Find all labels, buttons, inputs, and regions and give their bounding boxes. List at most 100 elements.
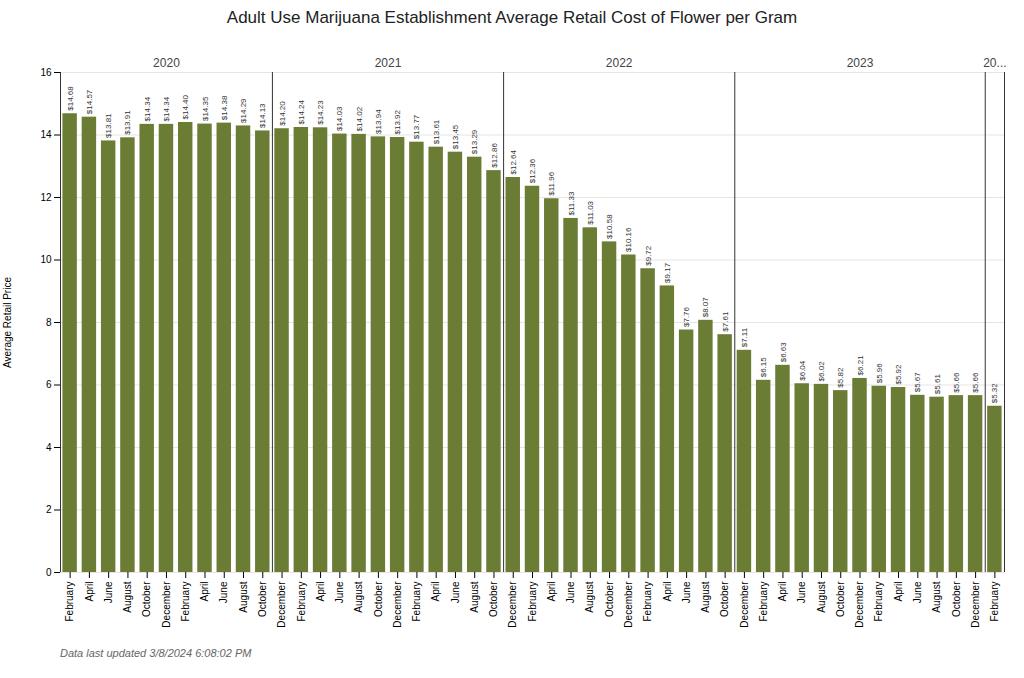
svg-text:February: February xyxy=(873,582,884,622)
svg-text:10: 10 xyxy=(40,254,52,265)
svg-text:$14.57: $14.57 xyxy=(85,89,94,114)
svg-text:December: December xyxy=(854,581,865,628)
svg-text:February: February xyxy=(642,582,653,622)
svg-text:$5.66: $5.66 xyxy=(971,372,980,393)
svg-text:$9.17: $9.17 xyxy=(663,262,672,283)
svg-text:$14.68: $14.68 xyxy=(66,86,75,111)
svg-text:February: February xyxy=(527,582,538,622)
svg-text:August: August xyxy=(700,581,711,612)
svg-text:February: February xyxy=(180,582,191,622)
svg-text:20...: 20... xyxy=(983,56,1006,70)
svg-text:$13.94: $13.94 xyxy=(374,109,383,134)
svg-text:$13.45: $13.45 xyxy=(451,124,460,149)
svg-text:4: 4 xyxy=(46,442,52,453)
svg-text:$11.33: $11.33 xyxy=(567,191,576,215)
svg-text:$13.61: $13.61 xyxy=(432,119,441,144)
svg-text:$14.34: $14.34 xyxy=(143,96,152,121)
svg-text:December: December xyxy=(161,581,172,628)
svg-text:April: April xyxy=(199,582,210,602)
svg-text:June: June xyxy=(912,581,923,603)
svg-text:12: 12 xyxy=(40,192,52,203)
svg-text:$6.21: $6.21 xyxy=(856,355,865,376)
svg-text:2020: 2020 xyxy=(153,56,180,70)
svg-text:October: October xyxy=(835,581,846,617)
svg-text:June: June xyxy=(681,581,692,603)
svg-text:April: April xyxy=(315,582,326,602)
svg-text:December: December xyxy=(507,581,518,628)
svg-text:$13.81: $13.81 xyxy=(104,113,113,138)
svg-text:October: October xyxy=(141,581,152,617)
svg-text:$10.16: $10.16 xyxy=(624,227,633,252)
svg-text:December: December xyxy=(276,581,287,628)
svg-text:$12.64: $12.64 xyxy=(509,149,518,174)
svg-text:October: October xyxy=(951,581,962,617)
svg-text:2023: 2023 xyxy=(847,56,874,70)
svg-text:$8.07: $8.07 xyxy=(701,297,710,318)
svg-text:$14.03: $14.03 xyxy=(335,106,344,131)
svg-text:$12.36: $12.36 xyxy=(528,158,537,183)
svg-text:$14.29: $14.29 xyxy=(239,98,248,123)
svg-text:$14.23: $14.23 xyxy=(316,100,325,125)
svg-text:August: August xyxy=(931,581,942,612)
svg-text:December: December xyxy=(739,581,750,628)
svg-text:$7.76: $7.76 xyxy=(682,306,691,327)
svg-text:$14.40: $14.40 xyxy=(181,94,190,119)
svg-text:$5.92: $5.92 xyxy=(894,364,903,385)
svg-text:$12.86: $12.86 xyxy=(490,143,499,168)
svg-text:August: August xyxy=(584,581,595,612)
svg-text:October: October xyxy=(604,581,615,617)
svg-text:$13.91: $13.91 xyxy=(123,110,132,135)
svg-text:2: 2 xyxy=(46,504,52,515)
svg-text:April: April xyxy=(662,582,673,602)
svg-text:$14.13: $14.13 xyxy=(258,103,267,128)
svg-text:August: August xyxy=(816,581,827,612)
svg-text:June: June xyxy=(796,581,807,603)
svg-text:6: 6 xyxy=(46,379,52,390)
svg-text:$5.32: $5.32 xyxy=(990,383,999,404)
svg-text:16: 16 xyxy=(40,67,52,78)
svg-text:April: April xyxy=(777,582,788,602)
svg-text:$9.72: $9.72 xyxy=(644,245,653,266)
svg-text:$14.35: $14.35 xyxy=(201,96,210,121)
svg-text:June: June xyxy=(103,581,114,603)
svg-text:$6.02: $6.02 xyxy=(817,361,826,382)
svg-text:$14.24: $14.24 xyxy=(297,99,306,124)
svg-text:August: August xyxy=(353,581,364,612)
svg-text:October: October xyxy=(257,581,268,617)
svg-text:$5.96: $5.96 xyxy=(875,363,884,384)
svg-text:8: 8 xyxy=(46,317,52,328)
svg-text:June: June xyxy=(450,581,461,603)
svg-text:$14.34: $14.34 xyxy=(162,96,171,121)
svg-text:Average Retail Price: Average Retail Price xyxy=(2,277,13,368)
svg-text:2022: 2022 xyxy=(606,56,633,70)
svg-text:$10.58: $10.58 xyxy=(605,214,614,239)
svg-text:$5.66: $5.66 xyxy=(952,372,961,393)
svg-text:December: December xyxy=(623,581,634,628)
svg-text:February: February xyxy=(411,582,422,622)
svg-text:June: June xyxy=(565,581,576,603)
svg-text:April: April xyxy=(84,582,95,602)
svg-text:February: February xyxy=(296,582,307,622)
svg-text:$7.61: $7.61 xyxy=(721,311,730,332)
svg-text:14: 14 xyxy=(40,129,52,140)
svg-text:December: December xyxy=(392,581,403,628)
svg-text:August: August xyxy=(122,581,133,612)
svg-text:December: December xyxy=(970,581,981,628)
svg-text:October: October xyxy=(488,581,499,617)
svg-text:$6.15: $6.15 xyxy=(759,357,768,378)
svg-text:$6.63: $6.63 xyxy=(779,342,788,363)
svg-text:$13.77: $13.77 xyxy=(412,114,421,139)
svg-text:2021: 2021 xyxy=(375,56,402,70)
svg-text:June: June xyxy=(334,581,345,603)
svg-text:October: October xyxy=(719,581,730,617)
svg-text:$13.92: $13.92 xyxy=(393,109,402,134)
svg-text:$7.11: $7.11 xyxy=(740,327,749,347)
svg-text:$11.96: $11.96 xyxy=(547,171,556,195)
svg-text:April: April xyxy=(430,582,441,602)
svg-text:August: August xyxy=(469,581,480,612)
svg-text:April: April xyxy=(893,582,904,602)
svg-text:$5.67: $5.67 xyxy=(913,372,922,393)
svg-text:$13.29: $13.29 xyxy=(470,129,479,154)
svg-text:$5.61: $5.61 xyxy=(933,374,942,395)
svg-text:$5.82: $5.82 xyxy=(836,367,845,388)
